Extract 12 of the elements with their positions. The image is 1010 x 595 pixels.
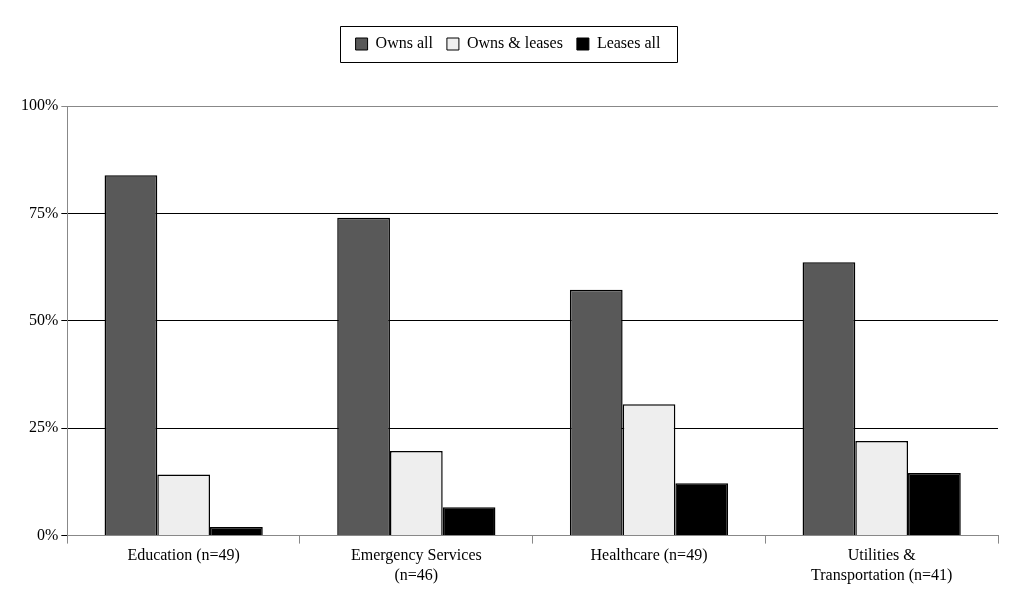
x-tick-label: Emergency Services (n=46) — [350, 546, 482, 584]
y-tick-label: 75% — [29, 203, 59, 221]
x-tick-label: Utilities & Transportation (n=41) — [811, 546, 953, 584]
y-tick-label: 25% — [29, 418, 59, 436]
y-tick-label: 50% — [29, 311, 59, 328]
x-tick-label: Healthcare (n=49) — [590, 546, 708, 565]
legend-label: Leases all — [596, 34, 661, 52]
y-tick-label: 100% — [21, 96, 59, 114]
legend-label: Owns all — [375, 34, 434, 52]
y-tick-label: 0% — [37, 525, 59, 543]
legend-label: Owns & leases — [466, 34, 563, 52]
x-tick-label: Education (n=49) — [127, 546, 240, 565]
